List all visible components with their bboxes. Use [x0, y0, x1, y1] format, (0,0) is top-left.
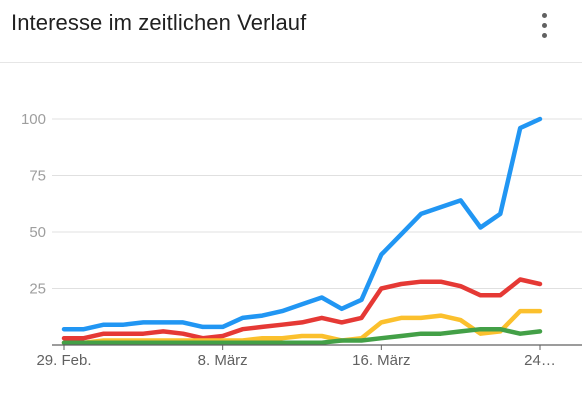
series-line-4: [61, 326, 543, 345]
x-tick-label: 24…: [524, 352, 556, 369]
y-tick-label: 25: [29, 281, 46, 298]
x-tick-label: 16. März: [352, 352, 410, 369]
y-tick-label: 50: [29, 224, 46, 241]
series-line-2: [61, 277, 543, 341]
x-tick-label: 29. Feb.: [36, 352, 91, 369]
menu-dot: [541, 12, 547, 18]
card-header: Interesse im zeitlichen Verlauf: [0, 0, 582, 63]
menu-dot: [541, 32, 547, 38]
series-line-1: [61, 116, 543, 332]
x-tick-label: 8. März: [198, 352, 248, 369]
menu-dot: [541, 22, 547, 28]
chart-title: Interesse im zeitlichen Verlauf: [11, 10, 307, 35]
y-tick-label: 100: [21, 111, 46, 128]
series-line-3: [61, 308, 543, 345]
more-vert-icon[interactable]: [532, 10, 556, 40]
y-tick-label: 75: [29, 168, 46, 185]
